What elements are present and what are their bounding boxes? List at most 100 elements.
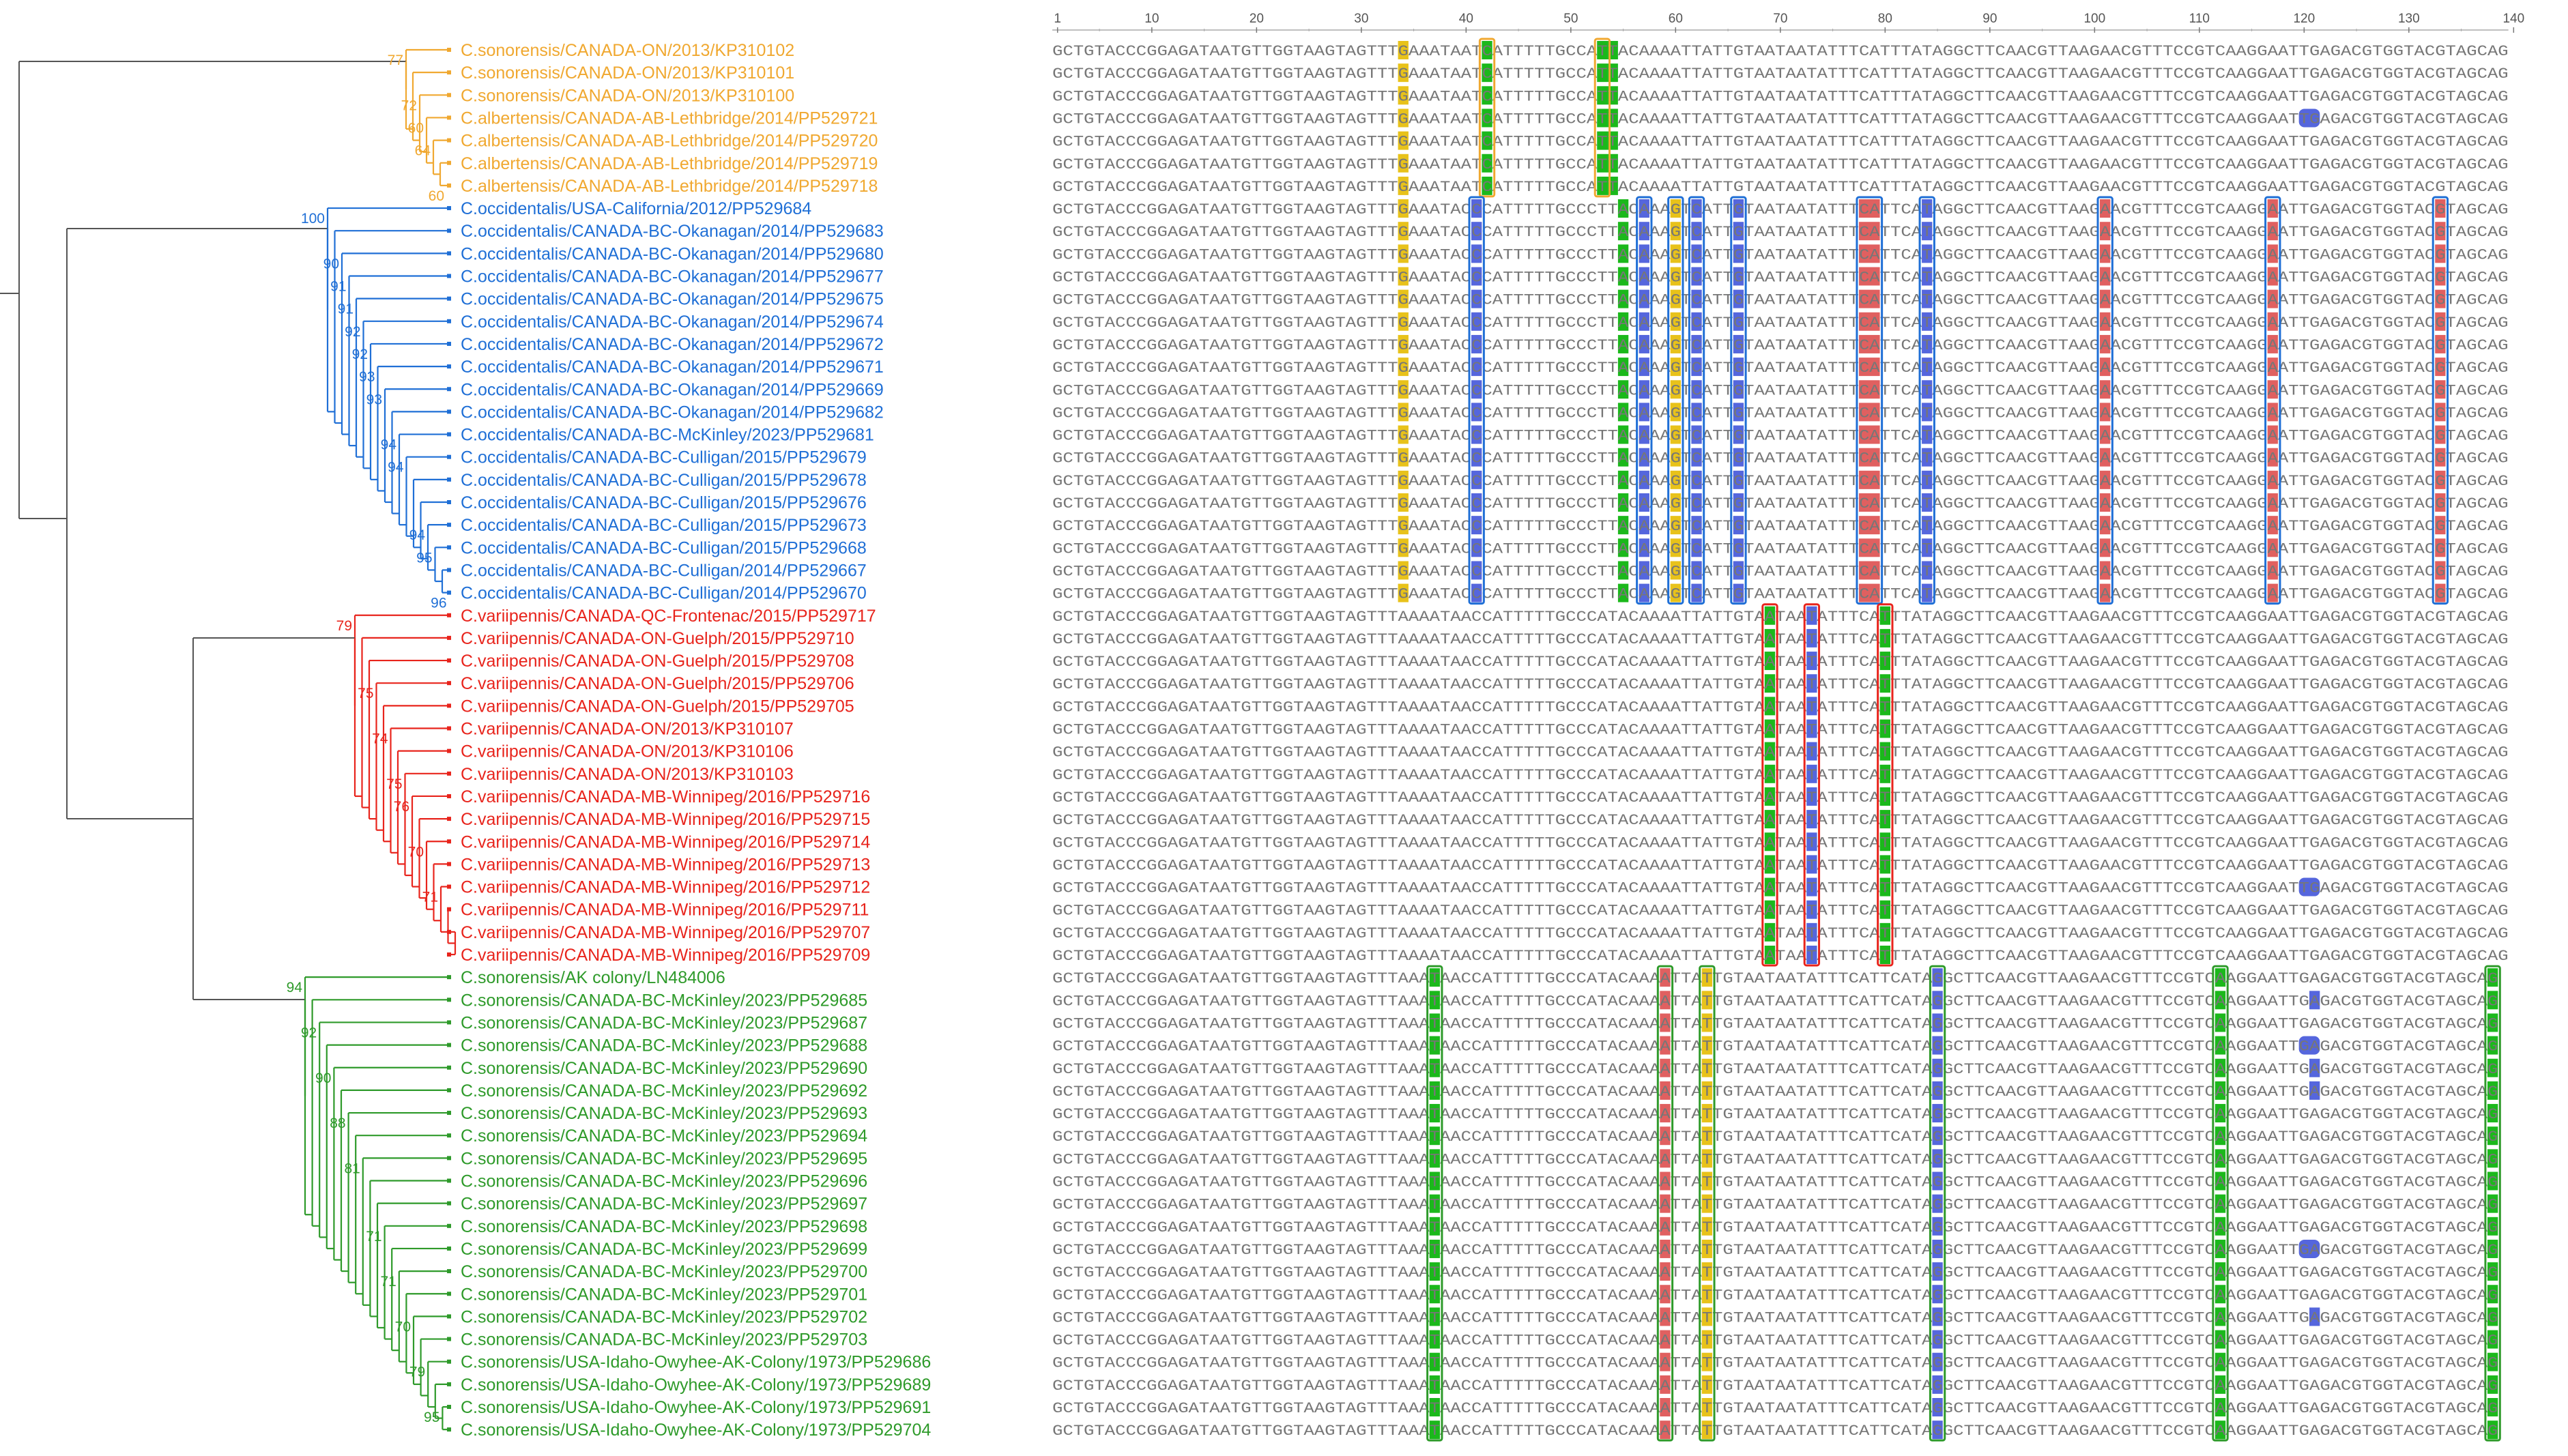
- taxon-label: C.occidentalis/CANADA-BC-Culligan/2014/P…: [461, 561, 867, 580]
- bootstrap-value: 72: [401, 98, 417, 113]
- mutation-cell: [1701, 1194, 1713, 1213]
- sequence-row: GCTGTACCCGGAGATAATGTTGGTAAGTAGTTTAAATAAC…: [1052, 1129, 2498, 1146]
- mutation-cell: [1482, 41, 1492, 59]
- mutation-cell: [1701, 1352, 1713, 1371]
- mutation-cell: [1398, 334, 1409, 353]
- mutation-cell: [2435, 289, 2446, 308]
- mutation-cell: [1639, 244, 1649, 263]
- sequence-row: GCTGTACCCGGAGATAATGTTGGTAAGTAGTTTAAATAAC…: [1052, 1264, 2498, 1281]
- taxon-label: C.variipennis/CANADA-MB-Winnipeg/2016/PP…: [461, 855, 870, 874]
- mutation-cell: [2100, 583, 2111, 602]
- mutation-cell: [1429, 1126, 1440, 1146]
- mutation-cell: [1429, 991, 1440, 1010]
- mutation-cell: [1482, 108, 1492, 128]
- tip-marker: [447, 364, 451, 369]
- mutation-cell: [1733, 380, 1744, 399]
- mutation-cell: [2309, 991, 2320, 1010]
- mutation-cell: [1764, 787, 1776, 806]
- mutation-cell: [1670, 403, 1681, 422]
- mutation-cell: [2435, 448, 2446, 467]
- tip-marker: [447, 1382, 451, 1386]
- mutation-cell: [1733, 312, 1744, 331]
- mutation-cell: [1701, 1013, 1713, 1032]
- bootstrap-value: 74: [372, 731, 388, 747]
- tip-marker: [447, 658, 451, 663]
- sequence-row: GCTGTACCCGGAGATAATGTTGGTAAGTAGTTTGAAATAC…: [1052, 360, 2509, 377]
- mutation-cell: [2298, 1036, 2320, 1055]
- mutation-cell: [1806, 810, 1817, 829]
- bootstrap-value: 88: [330, 1116, 345, 1131]
- mutation-cell: [2100, 403, 2111, 422]
- ruler-tick-label: 100: [2083, 12, 2105, 26]
- mutation-cell: [1932, 1058, 1943, 1077]
- mutation-cell: [1806, 900, 1817, 919]
- mutation-cell: [1617, 448, 1629, 467]
- mutation-cell: [1639, 583, 1649, 602]
- mutation-cell: [1879, 832, 1890, 851]
- mutation-cell: [1922, 583, 1933, 602]
- tip-marker: [447, 1088, 451, 1092]
- mutation-cell: [2435, 425, 2446, 444]
- mutation-cell: [1922, 561, 1933, 580]
- mutation-cell: [1701, 1421, 1713, 1440]
- sequence-row: GCTGTACCCGGAGATAATGTTGGTAAGTAGTTTAAAATAA…: [1052, 903, 2509, 920]
- mutation-cell: [2100, 561, 2111, 580]
- mutation-cell: [1660, 1081, 1671, 1100]
- mutation-cell: [2267, 222, 2278, 241]
- mutation-box: [2212, 965, 2229, 1442]
- ruler-tick-label: 20: [1250, 12, 1264, 26]
- bootstrap-value: 92: [352, 347, 368, 362]
- mutation-cell: [1922, 199, 1933, 218]
- taxon-label: C.sonorensis/USA-Idaho-Owyhee-AK-Colony/…: [461, 1353, 931, 1372]
- sequence-row: GCTGTACCCGGAGATAATGTTGGTAAGTAGTTTAAAATAA…: [1052, 676, 2509, 693]
- sequence-row: GCTGTACCCGGAGATAATGTTGGTAAGTAGTTTAAAATAA…: [1052, 812, 2509, 829]
- taxon-label: C.variipennis/CANADA-MB-Winnipeg/2016/PP…: [461, 946, 870, 965]
- bootstrap-value: 94: [409, 527, 426, 543]
- tip-marker: [447, 387, 451, 392]
- mutation-cell: [1471, 380, 1482, 399]
- taxon-label: C.sonorensis/CANADA-BC-McKinley/2023/PP5…: [461, 1036, 867, 1055]
- mutation-cell: [1670, 334, 1681, 353]
- tip-marker: [447, 274, 451, 278]
- mutation-cell: [1429, 1194, 1440, 1213]
- mutation-cell: [2214, 1081, 2226, 1100]
- mutation-cell: [1806, 832, 1817, 851]
- tip-marker: [447, 93, 451, 98]
- mutation-cell: [2267, 289, 2278, 308]
- tip-marker: [447, 319, 451, 323]
- ruler-tick-label: 110: [2189, 12, 2210, 26]
- mutation-cell: [1701, 1375, 1713, 1394]
- mutation-cell: [1764, 628, 1776, 647]
- mutation-box: [1468, 196, 1485, 605]
- mutation-cell: [2267, 199, 2278, 218]
- mutation-cell: [1922, 403, 1933, 422]
- mutation-cell: [2487, 1285, 2498, 1304]
- taxon-label: C.variipennis/CANADA-ON-Guelph/2015/PP52…: [461, 674, 854, 693]
- taxon-label: C.sonorensis/CANADA-BC-McKinley/2023/PP5…: [461, 991, 867, 1010]
- mutation-cell: [2487, 1217, 2498, 1236]
- mutation-box: [1636, 196, 1653, 605]
- mutation-cell: [1922, 425, 1933, 444]
- mutation-cell: [1879, 922, 1890, 942]
- mutation-cell: [1691, 425, 1702, 444]
- taxon-label: C.sonorensis/CANADA-BC-McKinley/2023/PP5…: [461, 1059, 867, 1078]
- tip-marker: [447, 1359, 451, 1364]
- mutation-cell: [1701, 1330, 1713, 1349]
- mutation-cell: [1660, 1307, 1671, 1326]
- mutation-cell: [1639, 380, 1649, 399]
- mutation-cell: [2267, 380, 2278, 399]
- sequence-row: GCTGTACCCGGAGATAATGTTGGTAAGTAGTTTAAATAAC…: [1052, 1219, 2498, 1236]
- mutation-cell: [1764, 810, 1776, 829]
- mutation-cell: [1429, 1058, 1440, 1077]
- mutation-cell: [1691, 312, 1702, 331]
- mutation-cell: [2435, 380, 2446, 399]
- mutation-cell: [1471, 448, 1482, 467]
- mutation-cell: [1639, 289, 1649, 308]
- mutation-cell: [1806, 922, 1817, 942]
- sequence-row: GCTGTACCCGGAGATAATGTTGGTAAGTAGTTTGAAATAC…: [1052, 518, 2509, 535]
- tip-marker: [447, 183, 451, 188]
- mutation-cell: [1471, 516, 1482, 535]
- mutation-cell: [1932, 1081, 1943, 1100]
- ruler-tick-label: 140: [2502, 12, 2524, 26]
- bootstrap-value: 93: [366, 392, 382, 407]
